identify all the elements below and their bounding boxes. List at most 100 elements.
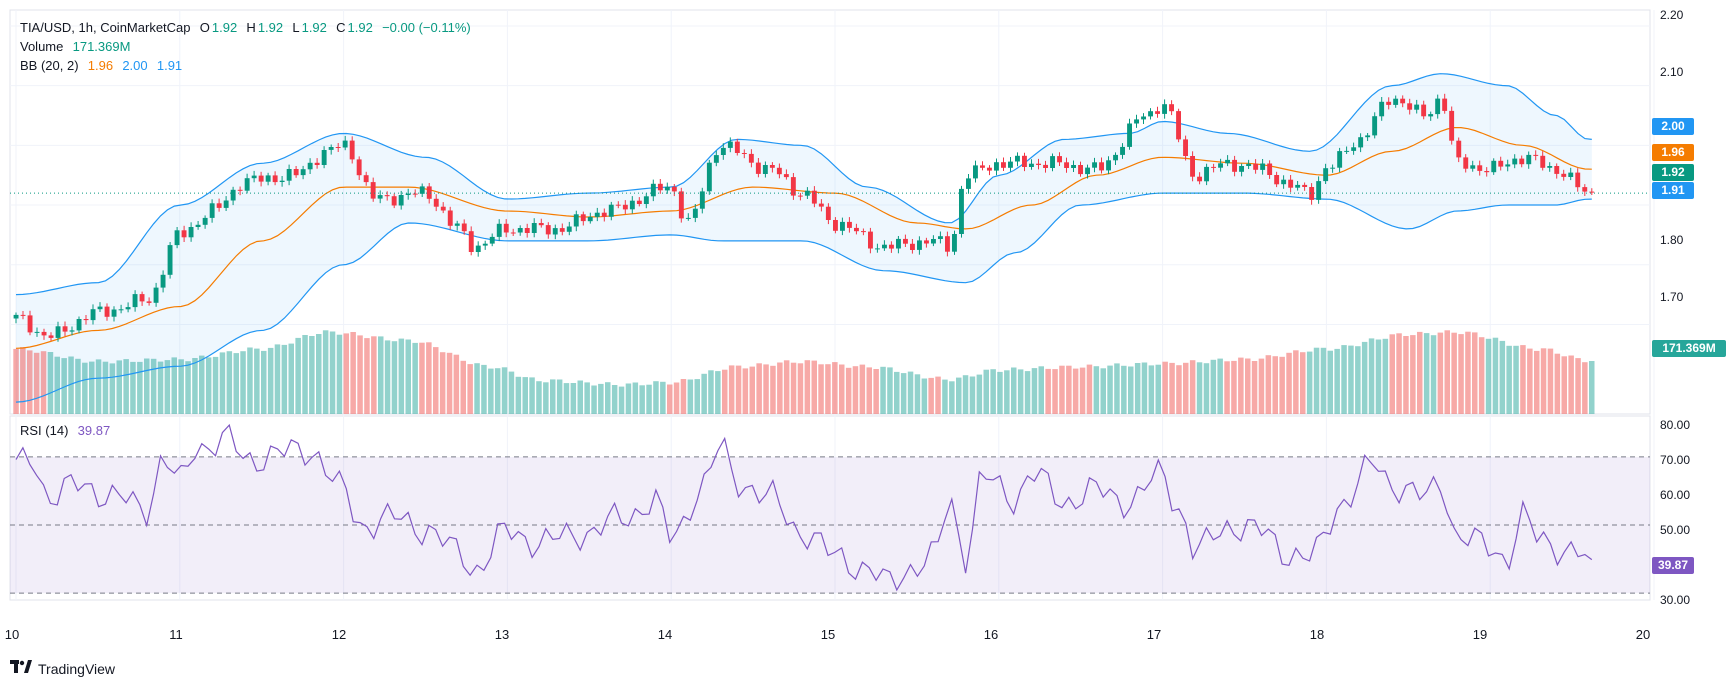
- candle-body: [265, 175, 271, 182]
- bb-legend[interactable]: BB (20, 2) 1.96 2.00 1.91: [20, 57, 184, 75]
- candle-body: [503, 223, 509, 233]
- volume-bar: [150, 358, 157, 414]
- symbol-label[interactable]: TIA/USD, 1h, CoinMarketCap: [20, 20, 191, 35]
- volume-bar: [1320, 347, 1327, 414]
- candle-body: [552, 228, 558, 235]
- candle-body: [524, 228, 530, 233]
- volume-bar: [1011, 367, 1017, 414]
- candle-body: [1141, 116, 1146, 120]
- rsi-legend[interactable]: RSI (14) 39.87: [20, 422, 112, 440]
- volume-bar: [157, 361, 164, 414]
- candle-body: [889, 244, 894, 249]
- volume-bar: [907, 371, 914, 414]
- volume-bar: [27, 350, 33, 414]
- volume-bar: [1169, 362, 1175, 414]
- volume-bar: [880, 366, 886, 414]
- bb-lower-line: [15, 192, 1592, 403]
- candle-body: [1512, 158, 1518, 165]
- volume-bar: [1162, 361, 1168, 414]
- volume-bar: [632, 382, 639, 414]
- candle-body: [118, 309, 124, 311]
- candle-body: [629, 200, 635, 210]
- volume-bar: [859, 364, 866, 414]
- volume-bar: [605, 382, 611, 414]
- candle-body: [1463, 157, 1469, 169]
- bb-mid-line: [15, 127, 1592, 349]
- candle-body: [1498, 160, 1504, 167]
- candle-body: [762, 165, 768, 174]
- candle-body: [1015, 155, 1020, 162]
- candle-body: [1526, 154, 1532, 165]
- price-legend: TIA/USD, 1h, CoinMarketCap O 1.92 H 1.92 L…: [20, 19, 473, 37]
- volume-bar: [329, 331, 336, 414]
- candle-body: [454, 223, 460, 226]
- candle-body: [1435, 98, 1441, 115]
- volume-bar: [1107, 365, 1113, 414]
- candle-body: [1043, 164, 1048, 168]
- volume-bar: [1224, 361, 1230, 414]
- candle-body: [111, 309, 117, 317]
- volume-bar: [494, 368, 501, 414]
- candle-body: [1267, 163, 1273, 175]
- candle-body: [910, 243, 915, 250]
- volume-bar: [1265, 355, 1272, 414]
- candle-body: [237, 189, 243, 191]
- candle-body: [1120, 146, 1125, 155]
- tradingview-logo-icon: [10, 660, 32, 678]
- candle-body: [903, 238, 908, 244]
- time-tick: 17: [1146, 627, 1162, 642]
- volume-bar: [1189, 360, 1196, 414]
- candle-body: [713, 155, 719, 163]
- candle-body: [1085, 167, 1090, 175]
- candle-body: [384, 195, 390, 197]
- candle-body: [482, 243, 488, 246]
- candle-body: [1134, 119, 1139, 124]
- volume-bar: [1052, 369, 1058, 414]
- volume-bar: [68, 356, 74, 414]
- candle-body: [335, 147, 341, 148]
- candle-body: [391, 196, 397, 206]
- candle-body: [1470, 165, 1476, 169]
- volume-bar: [515, 376, 522, 414]
- bb-mid-value: 1.96: [87, 58, 114, 73]
- volume-bar: [178, 359, 184, 414]
- bb-upper-tag: 2.00: [1652, 118, 1694, 135]
- volume-label: Volume: [20, 39, 64, 54]
- volume-bar: [1485, 338, 1492, 414]
- volume-bar: [1300, 352, 1306, 414]
- rsi-tick: 60.00: [1660, 488, 1691, 502]
- volume-bar: [1141, 362, 1148, 414]
- candle-body: [1197, 176, 1202, 182]
- volume-bar: [1066, 365, 1072, 414]
- candle-body: [636, 200, 642, 204]
- volume-bar: [1520, 345, 1526, 414]
- volume-bar: [529, 377, 535, 414]
- volume-bar: [116, 360, 122, 414]
- open-label: O: [199, 20, 210, 35]
- candle-body: [973, 165, 978, 179]
- volume-bar: [873, 369, 879, 414]
- candle-body: [13, 314, 19, 319]
- volume-bar: [756, 363, 762, 414]
- volume-bar: [928, 377, 934, 414]
- volume-bar: [1361, 341, 1368, 414]
- volume-bar: [673, 382, 680, 414]
- candle-body: [1204, 166, 1209, 182]
- candle-body: [27, 315, 33, 333]
- candle-body: [994, 162, 999, 171]
- volume-bar: [1506, 345, 1512, 414]
- rsi-line: [15, 423, 1593, 592]
- candle-body: [1393, 98, 1399, 105]
- candle-body: [1078, 165, 1083, 175]
- candle-body: [1050, 156, 1055, 168]
- volume-bar: [969, 376, 976, 414]
- volume-legend[interactable]: Volume 171.369M: [20, 38, 132, 56]
- volume-bar: [1396, 333, 1402, 414]
- candle-body: [34, 331, 40, 333]
- volume-bar: [1389, 334, 1395, 414]
- volume-bar: [639, 385, 645, 414]
- bb-mid-tag: 1.96: [1652, 144, 1694, 161]
- tradingview-brand[interactable]: TradingView: [10, 660, 115, 678]
- volume-bar: [646, 384, 652, 414]
- volume-bar: [82, 362, 88, 414]
